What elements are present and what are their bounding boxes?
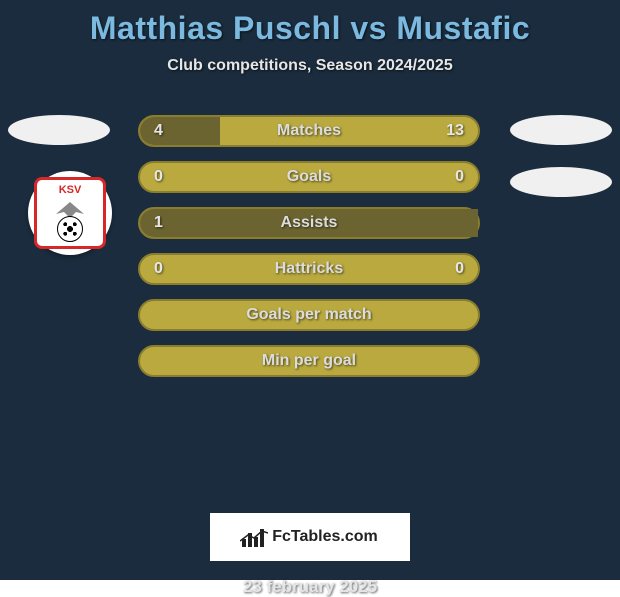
bar-label: Goals per match (246, 306, 371, 324)
bar-row: Goals per match (138, 299, 480, 331)
bar-value-left: 0 (154, 260, 163, 278)
body-area: KSV 4 13 Matches 0 0 Goals 1 Assists 0 0 Hattricks… (0, 115, 620, 405)
bar-value-right: 0 (455, 260, 464, 278)
bar-label: Goals (287, 168, 331, 186)
ball-icon (57, 216, 83, 242)
bar-row: 1 Assists (138, 207, 480, 239)
comparison-bars: 4 13 Matches 0 0 Goals 1 Assists 0 0 Hattricks Goal… (138, 115, 480, 377)
bar-label: Assists (281, 214, 338, 232)
date-line: 23 february 2025 (0, 577, 620, 597)
bar-value-left: 0 (154, 168, 163, 186)
badge-text: KSV (59, 184, 82, 196)
placeholder-left (8, 115, 110, 145)
bar-label: Min per goal (262, 352, 356, 370)
bar-label: Matches (277, 122, 341, 140)
bar-row: 0 0 Goals (138, 161, 480, 193)
logo-text: FcTables.com (272, 528, 378, 546)
bar-fill-left (140, 117, 220, 145)
bar-label: Hattricks (275, 260, 343, 278)
bar-row: Min per goal (138, 345, 480, 377)
bar-row: 4 13 Matches (138, 115, 480, 147)
placeholder-right-2 (510, 167, 612, 197)
club-badge-inner: KSV (34, 177, 106, 249)
subtitle: Club competitions, Season 2024/2025 (0, 57, 620, 75)
chart-icon (242, 527, 264, 547)
page-title: Matthias Puschl vs Mustafic (0, 0, 620, 47)
logo-box: FcTables.com (210, 513, 410, 561)
club-badge: KSV (28, 171, 112, 255)
bar-value-left: 1 (154, 214, 163, 232)
bar-value-right: 13 (446, 122, 464, 140)
placeholder-right-1 (510, 115, 612, 145)
bar-row: 0 0 Hattricks (138, 253, 480, 285)
bar-value-left: 4 (154, 122, 163, 140)
bar-value-right: 0 (455, 168, 464, 186)
